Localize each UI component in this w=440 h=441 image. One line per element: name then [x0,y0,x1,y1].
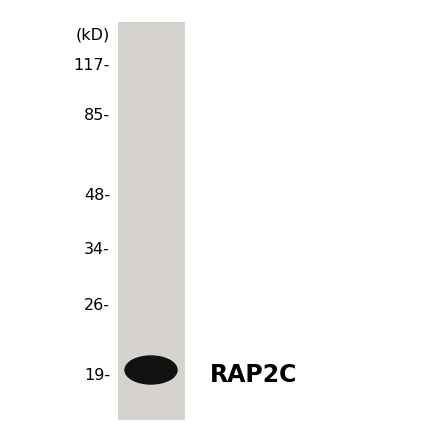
Text: 34-: 34- [84,243,110,258]
Text: RAP2C: RAP2C [210,363,297,387]
Text: 85-: 85- [84,108,110,123]
Text: 48-: 48- [84,187,110,202]
Bar [118,22,185,420]
Text: 117-: 117- [73,57,110,72]
Text: 26-: 26- [84,298,110,313]
Ellipse shape [125,356,177,384]
Text: (kD): (kD) [76,28,110,43]
Text: 19-: 19- [84,367,110,382]
